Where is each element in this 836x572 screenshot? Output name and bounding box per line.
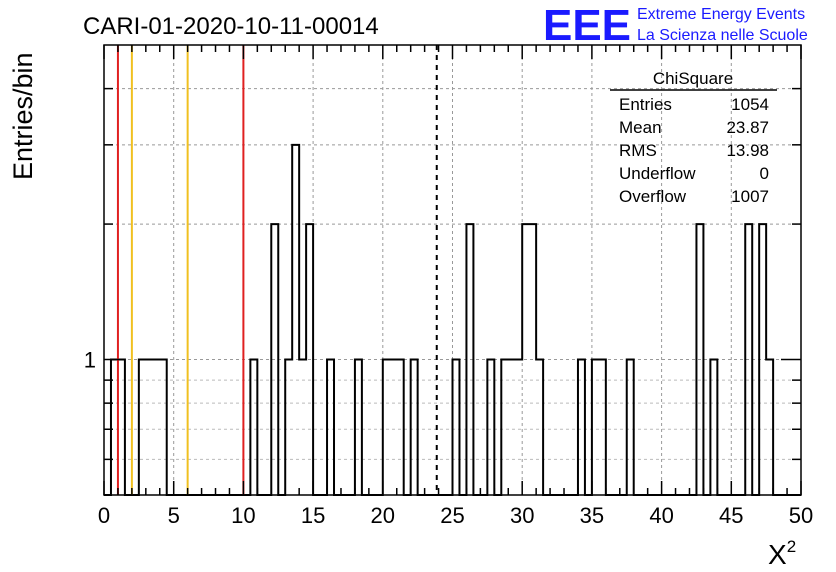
stats-value: 1054 <box>731 95 769 114</box>
stats-rows: Entries 1054 Mean 23.87 RMS 13.98 Underflow 0 Ov… <box>619 95 769 206</box>
y-tick-label: 1 <box>84 348 96 373</box>
logo-mark: EEE <box>543 1 631 50</box>
x-axis-label: X2 <box>768 537 796 570</box>
eee-logo: EEE Extreme Energy Events La Scienza nel… <box>543 1 808 50</box>
x-tick-label: 20 <box>371 503 395 528</box>
x-axis-label-superscript: 2 <box>787 537 796 556</box>
stats-title: ChiSquare <box>653 69 733 88</box>
y-tick-labels: 1 <box>84 348 96 373</box>
x-tick-label: 10 <box>231 503 255 528</box>
axis-ticks <box>103 45 802 495</box>
x-tick-label: 35 <box>580 503 604 528</box>
stats-value: 1007 <box>731 187 769 206</box>
stats-value: 23.87 <box>726 118 769 137</box>
x-axis-label-base: X <box>768 539 787 570</box>
x-tick-label: 30 <box>510 503 534 528</box>
x-tick-label: 25 <box>440 503 464 528</box>
histogram-bin <box>292 145 299 495</box>
stats-box: ChiSquare Entries 1054 Mean 23.87 RMS 13.98 Un… <box>610 69 777 206</box>
x-tick-label: 15 <box>301 503 325 528</box>
x-tick-label: 50 <box>789 503 813 528</box>
threshold-lines <box>116 45 438 495</box>
stats-label: Underflow <box>619 164 696 183</box>
x-tick-label: 0 <box>98 503 110 528</box>
x-tick-label: 40 <box>649 503 673 528</box>
stats-label: Overflow <box>619 187 687 206</box>
stats-label: Entries <box>619 95 672 114</box>
x-tick-label: 45 <box>719 503 743 528</box>
logo-line1: Extreme Energy Events <box>637 6 805 23</box>
logo-line2: La Scienza nelle Scuole <box>637 27 808 44</box>
y-axis-label: Entries/bin <box>8 52 38 180</box>
x-tick-labels: 0 5 10 15 20 25 30 35 40 45 50 <box>98 503 813 528</box>
x-tick-label: 5 <box>168 503 180 528</box>
stats-value: 0 <box>760 164 769 183</box>
stats-value: 13.98 <box>726 141 769 160</box>
stats-label: Mean <box>619 118 662 137</box>
chart-title: CARI-01-2020-10-11-00014 <box>83 13 379 40</box>
stats-label: RMS <box>619 141 657 160</box>
